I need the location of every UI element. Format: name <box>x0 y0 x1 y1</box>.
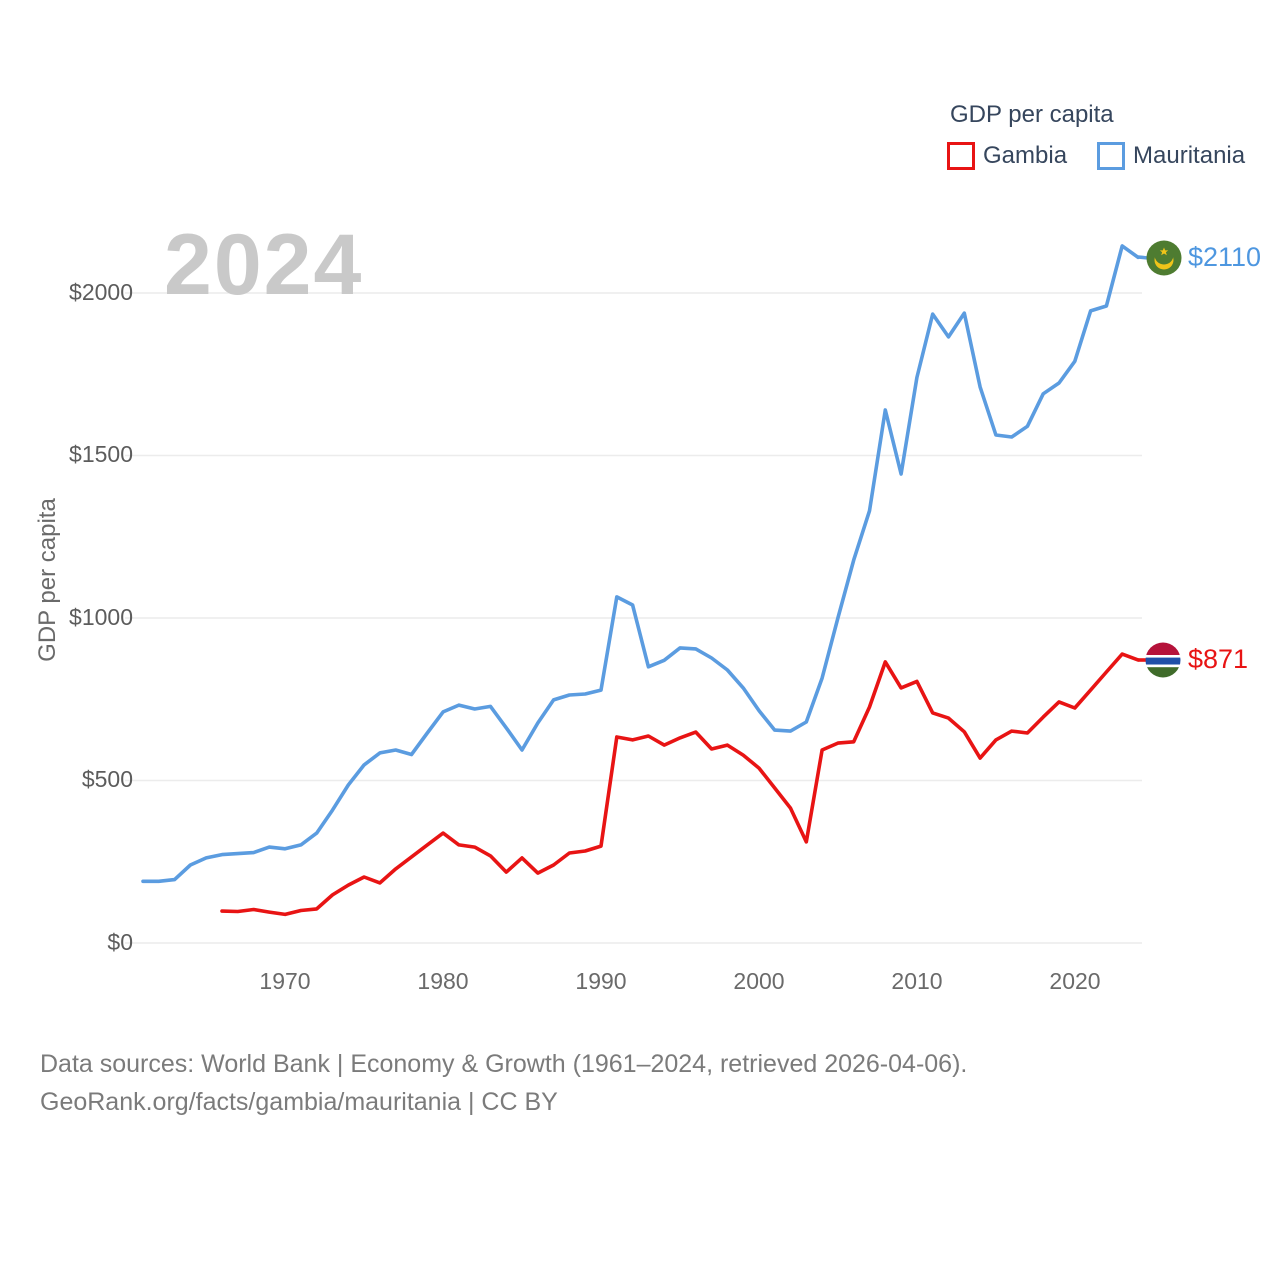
x-tick-2020: 2020 <box>1049 968 1101 994</box>
year-watermark: 2024 <box>164 217 364 313</box>
mauritania-legend-label[interactable]: Mauritania <box>1133 142 1246 169</box>
mauritania-flag-icon <box>1137 240 1182 276</box>
gambia-legend-label[interactable]: Gambia <box>983 142 1068 169</box>
gambia-legend-swatch[interactable] <box>947 142 975 170</box>
gambia-line <box>220 652 1140 917</box>
data-sources-line: Data sources: World Bank | Economy & Gro… <box>40 1050 968 1078</box>
x-tick-2000: 2000 <box>733 968 785 994</box>
footer: Data sources: World Bank | Economy & Gro… <box>40 1046 967 1121</box>
y-tick-500: $500 <box>81 766 133 792</box>
legend-title: GDP per capita <box>950 101 1114 128</box>
mauritania-line <box>141 244 1140 884</box>
x-tick-1990: 1990 <box>575 968 627 994</box>
y-tick-0: $0 <box>107 929 133 955</box>
gridlines <box>125 292 1142 944</box>
y-tick-1500: $1500 <box>69 441 133 467</box>
legend: Gambia Mauritania <box>947 142 1245 170</box>
y-tick-2000: $2000 <box>69 279 133 305</box>
y-tick-1000: $1000 <box>69 604 133 630</box>
x-tick-2010: 2010 <box>891 968 943 994</box>
gambia-end-value: $871 <box>1188 644 1249 674</box>
mauritania-end-value: $2110 <box>1188 242 1262 272</box>
x-tick-1980: 1980 <box>417 968 469 994</box>
gambia-flag-icon <box>1138 642 1181 678</box>
y-axis-title: GDP per capita <box>34 498 61 662</box>
mauritania-legend-swatch[interactable] <box>1097 142 1126 170</box>
attribution-line: GeoRank.org/facts/gambia/mauritania | CC… <box>40 1087 558 1116</box>
x-tick-1970: 1970 <box>259 968 311 994</box>
